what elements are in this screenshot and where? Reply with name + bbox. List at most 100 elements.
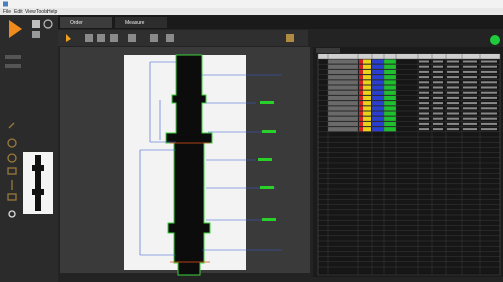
value-cell bbox=[481, 81, 497, 83]
status-cell bbox=[384, 70, 396, 74]
value-cell bbox=[419, 92, 429, 94]
status-cell bbox=[372, 65, 384, 69]
row-cell bbox=[328, 91, 358, 95]
value-cell bbox=[481, 66, 497, 68]
tool-icon[interactable] bbox=[85, 34, 93, 42]
menu-bar bbox=[0, 8, 503, 15]
panel-tab[interactable] bbox=[316, 48, 340, 53]
status-cell bbox=[363, 127, 371, 131]
value-cell bbox=[447, 76, 459, 78]
tab[interactable] bbox=[60, 17, 112, 28]
row-cell bbox=[328, 60, 358, 64]
tab-label: Measure bbox=[125, 20, 145, 26]
status-cell bbox=[359, 101, 363, 105]
status-cell bbox=[363, 65, 371, 69]
value-cell bbox=[433, 107, 443, 109]
value-cell bbox=[419, 71, 429, 73]
status-cell bbox=[363, 80, 371, 84]
save-icon[interactable] bbox=[32, 20, 40, 28]
status-cell bbox=[384, 101, 396, 105]
value-cell bbox=[481, 92, 497, 94]
status-cell bbox=[372, 91, 384, 95]
value-cell bbox=[419, 76, 429, 78]
value-cell bbox=[463, 102, 477, 104]
value-cell bbox=[481, 102, 497, 104]
status-cell bbox=[384, 65, 396, 69]
row-cell bbox=[328, 101, 358, 105]
status-cell bbox=[384, 75, 396, 79]
value-cell bbox=[481, 113, 497, 115]
tool-icon[interactable] bbox=[128, 34, 136, 42]
row-cell bbox=[328, 117, 358, 121]
tag bbox=[260, 186, 274, 189]
print-icon[interactable] bbox=[32, 31, 40, 38]
value-cell bbox=[481, 61, 497, 63]
tool-icon[interactable] bbox=[286, 34, 294, 42]
status-cell bbox=[359, 86, 363, 90]
value-cell bbox=[419, 128, 429, 130]
value-cell bbox=[419, 113, 429, 115]
status-cell bbox=[384, 96, 396, 100]
status-indicator bbox=[490, 35, 500, 45]
results-table bbox=[318, 54, 500, 275]
status-cell bbox=[363, 86, 371, 90]
value-cell bbox=[433, 128, 443, 130]
status-cell bbox=[384, 117, 396, 121]
tool-icon[interactable] bbox=[97, 34, 105, 42]
status-cell bbox=[372, 112, 384, 116]
status-cell bbox=[372, 127, 384, 131]
value-cell bbox=[419, 61, 429, 63]
side-label bbox=[5, 64, 21, 68]
image-toolbar bbox=[58, 30, 308, 46]
status-cell bbox=[363, 122, 371, 126]
status-cell bbox=[372, 101, 384, 105]
row-cell bbox=[328, 112, 358, 116]
status-cell bbox=[384, 60, 396, 64]
status-cell bbox=[372, 70, 384, 74]
value-cell bbox=[433, 81, 443, 83]
value-cell bbox=[433, 71, 443, 73]
tool-icon[interactable] bbox=[110, 34, 118, 42]
status-cell bbox=[363, 75, 371, 79]
row-cell bbox=[328, 106, 358, 110]
tool-icon[interactable] bbox=[150, 34, 158, 42]
status-cell bbox=[359, 96, 363, 100]
status-cell bbox=[363, 117, 371, 121]
menu-item[interactable]: File bbox=[3, 9, 11, 15]
title-bar bbox=[0, 0, 503, 8]
row-cell bbox=[328, 86, 358, 90]
value-cell bbox=[419, 123, 429, 125]
row-cell bbox=[328, 127, 358, 131]
status-cell bbox=[372, 117, 384, 121]
value-cell bbox=[433, 113, 443, 115]
value-cell bbox=[463, 118, 477, 120]
value-cell bbox=[447, 118, 459, 120]
status-cell bbox=[359, 112, 363, 116]
status-cell bbox=[359, 70, 363, 74]
value-cell bbox=[481, 107, 497, 109]
menu-item[interactable]: Help bbox=[47, 9, 58, 15]
menu-item[interactable]: Edit bbox=[14, 9, 23, 15]
status-cell bbox=[359, 122, 363, 126]
value-cell bbox=[433, 76, 443, 78]
tool-icon[interactable] bbox=[166, 34, 174, 42]
value-cell bbox=[463, 128, 477, 130]
value-cell bbox=[481, 123, 497, 125]
value-cell bbox=[419, 66, 429, 68]
row-cell bbox=[328, 80, 358, 84]
value-cell bbox=[481, 76, 497, 78]
status-cell bbox=[363, 112, 371, 116]
status-cell bbox=[363, 91, 371, 95]
value-cell bbox=[419, 97, 429, 99]
tag bbox=[260, 101, 274, 104]
value-cell bbox=[481, 118, 497, 120]
value-cell bbox=[481, 87, 497, 89]
value-cell bbox=[433, 87, 443, 89]
value-cell bbox=[419, 118, 429, 120]
value-cell bbox=[463, 92, 477, 94]
menu-item[interactable]: View bbox=[25, 9, 36, 15]
value-cell bbox=[463, 87, 477, 89]
status-cell bbox=[359, 106, 363, 110]
tab-label: Order bbox=[70, 20, 83, 26]
value-cell bbox=[463, 123, 477, 125]
